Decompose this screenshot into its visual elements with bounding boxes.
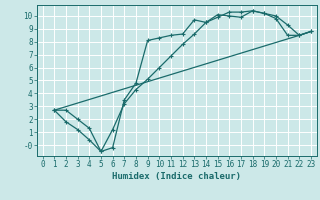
X-axis label: Humidex (Indice chaleur): Humidex (Indice chaleur) — [112, 172, 241, 181]
